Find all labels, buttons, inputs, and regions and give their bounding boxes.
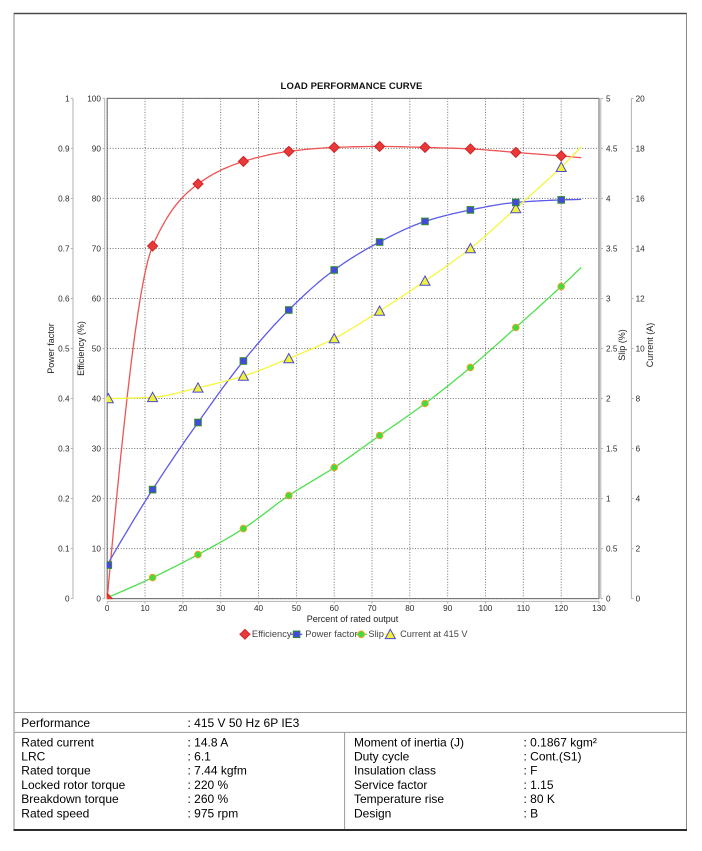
svg-text:4: 4 [606,194,611,203]
svg-text:: 975 rpm: : 975 rpm [188,806,239,820]
svg-text:40: 40 [92,394,102,403]
svg-text:Percent of rated output: Percent of rated output [307,614,399,624]
svg-text:120: 120 [554,604,568,613]
svg-text:Rated current: Rated current [21,735,94,749]
svg-text:2: 2 [636,545,641,554]
svg-text:0.1: 0.1 [58,545,70,554]
svg-text:: 7.44 kgfm: : 7.44 kgfm [188,764,247,778]
svg-text:50: 50 [292,604,302,613]
svg-text:0: 0 [105,604,110,613]
svg-text:: 80 K: : 80 K [524,792,555,806]
svg-text:Insulation class: Insulation class [354,764,436,778]
svg-text:: 14.8 A: : 14.8 A [188,735,229,749]
svg-text:100: 100 [479,604,493,613]
svg-text:18: 18 [636,144,646,153]
svg-text:Power factor: Power factor [305,629,357,639]
svg-text:10: 10 [636,344,646,353]
svg-text:Efficiency (%): Efficiency (%) [76,321,86,376]
svg-text:: 220 %: : 220 % [188,778,229,792]
svg-text:0.6: 0.6 [58,294,70,303]
svg-text:3.5: 3.5 [606,244,618,253]
svg-text:20: 20 [636,94,646,103]
svg-text:1: 1 [65,94,70,103]
svg-text:: 0.1867 kgm²: : 0.1867 kgm² [524,735,597,749]
svg-text:0.8: 0.8 [58,194,70,203]
svg-text:30: 30 [92,444,102,453]
svg-text:4.5: 4.5 [606,144,618,153]
svg-text:0.5: 0.5 [606,545,618,554]
svg-text:8: 8 [636,394,641,403]
svg-text:20: 20 [178,604,188,613]
svg-text:10: 10 [140,604,150,613]
svg-text:60: 60 [92,294,102,303]
svg-text:80: 80 [405,604,415,613]
svg-text:Breakdown torque: Breakdown torque [21,792,119,806]
svg-text:60: 60 [330,604,340,613]
svg-text:90: 90 [443,604,453,613]
svg-text:0: 0 [65,595,70,604]
svg-text:Slip: Slip [368,629,384,639]
svg-text:Rated speed: Rated speed [21,806,89,820]
svg-text:Efficiency: Efficiency [252,629,292,639]
svg-text:0.4: 0.4 [58,394,70,403]
svg-text:Current (A): Current (A) [645,323,655,368]
svg-text:0.3: 0.3 [58,444,70,453]
svg-text:Locked rotor torque: Locked rotor torque [21,778,125,792]
svg-text:Current at 415 V: Current at 415 V [400,629,468,639]
svg-text:14: 14 [636,244,646,253]
svg-text:: 415 V 50 Hz 6P IE3: : 415 V 50 Hz 6P IE3 [188,716,300,730]
svg-text:Performance: Performance [21,716,90,730]
svg-text:0: 0 [606,595,611,604]
svg-text:0.9: 0.9 [58,144,70,153]
svg-text:5: 5 [606,94,611,103]
svg-text:: 1.15: : 1.15 [524,778,554,792]
svg-text:80: 80 [92,194,102,203]
svg-text:70: 70 [92,244,102,253]
svg-text:LRC: LRC [21,750,45,764]
svg-text:: 6.1: : 6.1 [188,750,212,764]
svg-text:Service factor: Service factor [354,778,427,792]
svg-text:3: 3 [606,294,611,303]
svg-text:4: 4 [636,495,641,504]
svg-text:: B: : B [524,806,539,820]
svg-text:Moment of inertia (J): Moment of inertia (J) [354,735,464,749]
svg-text:1.5: 1.5 [606,444,618,453]
svg-text:40: 40 [254,604,264,613]
svg-text:50: 50 [92,344,102,353]
svg-text:: 260 %: : 260 % [188,792,229,806]
svg-text:110: 110 [517,604,530,613]
svg-text:Rated torque: Rated torque [21,764,91,778]
svg-text:30: 30 [216,604,226,613]
svg-text:130: 130 [592,604,606,613]
svg-text:0: 0 [96,595,101,604]
svg-text:: Cont.(S1): : Cont.(S1) [524,750,582,764]
svg-text:0.2: 0.2 [58,495,70,504]
svg-text:10: 10 [92,545,102,554]
svg-text:Slip (%): Slip (%) [617,329,627,361]
svg-text:2.5: 2.5 [606,344,618,353]
svg-text:16: 16 [636,194,646,203]
svg-text:0.5: 0.5 [58,344,70,353]
svg-text:Design: Design [354,806,391,820]
svg-text:LOAD PERFORMANCE CURVE: LOAD PERFORMANCE CURVE [281,81,423,92]
svg-text:70: 70 [367,604,377,613]
svg-text:0: 0 [636,595,641,604]
svg-text:20: 20 [92,495,102,504]
svg-text:: F: : F [524,764,538,778]
svg-text:90: 90 [92,144,102,153]
svg-text:100: 100 [87,94,101,103]
svg-text:12: 12 [636,294,646,303]
svg-text:2: 2 [606,394,611,403]
svg-text:0.7: 0.7 [58,244,70,253]
svg-text:Temperature rise: Temperature rise [354,792,444,806]
svg-text:Power factor: Power factor [46,323,56,374]
svg-text:Duty cycle: Duty cycle [354,750,410,764]
svg-text:6: 6 [636,444,641,453]
svg-text:1: 1 [606,495,611,504]
